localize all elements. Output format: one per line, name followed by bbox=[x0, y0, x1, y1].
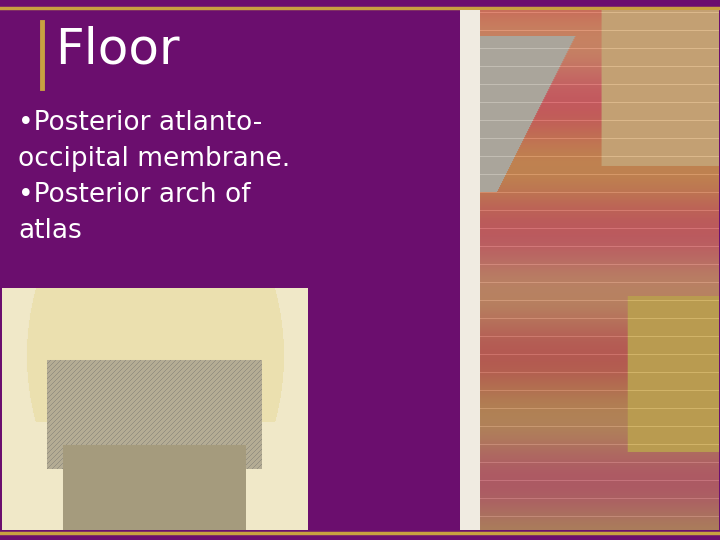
Text: •Posterior atlanto-
occipital membrane.
•Posterior arch of
atlas: •Posterior atlanto- occipital membrane. … bbox=[18, 110, 290, 244]
Text: Floor: Floor bbox=[55, 25, 179, 73]
